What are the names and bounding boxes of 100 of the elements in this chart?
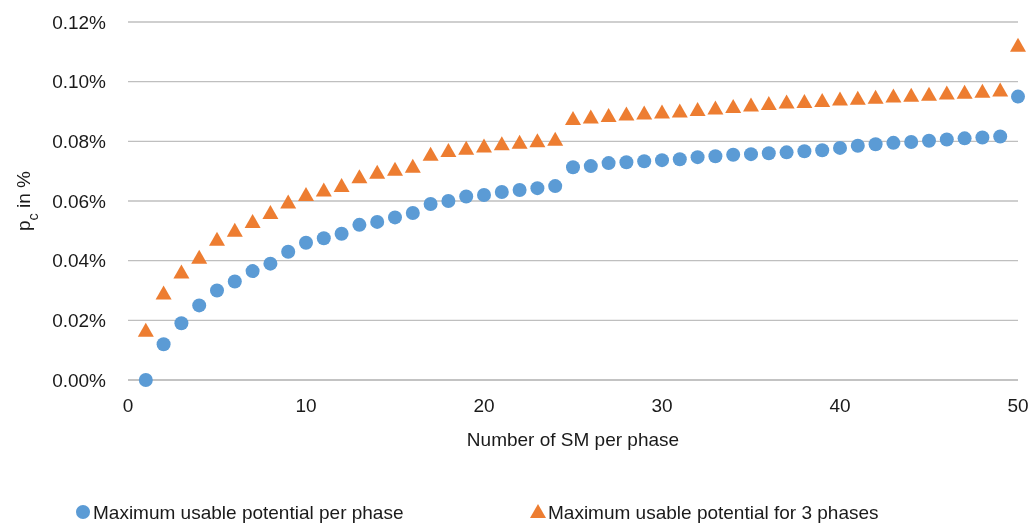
y-tick-label: 0.06% [52,190,107,212]
point [334,226,349,241]
point [458,140,475,155]
point [547,131,564,146]
point [155,285,172,300]
point [974,83,991,98]
point [849,90,866,105]
point [174,316,189,331]
point [885,88,902,103]
point [832,91,848,106]
point [530,181,545,196]
point [975,130,990,145]
point [387,161,403,176]
point [511,134,528,149]
point [922,133,936,148]
point [655,153,669,168]
point [244,213,261,228]
point [263,256,278,271]
y-tick-label: 0.00% [52,369,107,391]
point [814,93,831,108]
point [743,97,759,112]
point [352,217,367,232]
point [209,231,225,246]
point [441,194,456,208]
point [992,82,1009,97]
point [405,205,420,220]
point [388,210,402,225]
point [689,102,706,117]
point [618,106,635,121]
point [370,214,385,229]
point [761,146,776,161]
point [493,136,510,151]
point [601,156,616,171]
point [566,160,580,175]
point [227,274,242,289]
point [173,264,190,279]
point [707,100,724,115]
point [637,154,652,169]
point [672,152,687,167]
point [262,204,279,219]
point [476,138,492,153]
point [636,105,653,120]
point [138,373,153,387]
point [654,104,670,119]
legend-label: Maximum usable potential per phase [93,501,404,523]
y-tick-label: 0.10% [52,71,107,93]
point [903,87,920,102]
point [423,196,438,211]
y-tick-label: 0.12% [52,11,107,33]
point [619,155,634,170]
point [600,107,617,122]
point [904,134,919,149]
point [690,150,705,165]
point [369,164,386,179]
point [993,129,1008,144]
point [494,185,509,200]
point [156,337,171,352]
point [957,131,972,146]
x-tick-label: 40 [829,395,851,416]
point [797,144,812,159]
point [548,179,563,194]
point [779,145,794,160]
point [459,189,474,204]
point [477,188,491,203]
point [760,96,777,111]
point [210,283,224,298]
point [529,133,546,148]
x-tick-label: 20 [473,395,495,416]
point [316,231,331,246]
point [192,298,207,313]
point [583,159,598,174]
point [1010,37,1026,52]
x-tick-label: 10 [295,395,317,416]
point [671,103,688,118]
x-tick-label: 30 [651,395,673,416]
y-tick-label: 0.04% [52,250,107,272]
point [850,138,865,153]
y-tick-label: 0.08% [52,130,107,152]
point [512,182,527,197]
point [726,147,741,162]
point [440,142,457,157]
point [298,187,314,202]
point [191,249,208,264]
x-axis-title: Number of SM per phase [466,429,680,450]
point [245,264,260,279]
point [299,235,313,250]
point [226,222,243,237]
point [778,94,795,109]
y-tick-label: 0.02% [52,309,107,331]
point [815,143,830,158]
point [281,244,296,259]
point [280,194,297,209]
point [796,93,813,108]
point [744,147,758,162]
point [315,182,332,197]
point [725,99,742,114]
point [921,86,937,101]
point [404,158,421,173]
legend-label: Maximum usable potential for 3 phases [548,501,879,523]
x-tick-label: 0 [122,395,134,416]
